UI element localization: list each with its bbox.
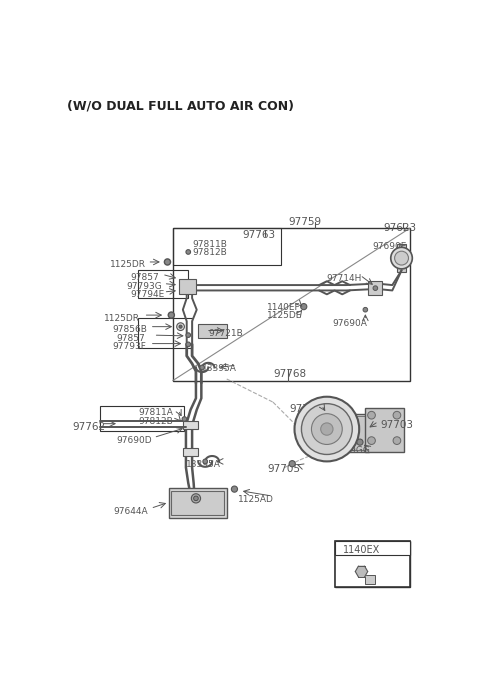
Polygon shape bbox=[359, 566, 365, 572]
Circle shape bbox=[300, 303, 307, 310]
Text: 97794E: 97794E bbox=[131, 290, 165, 299]
Text: 97690D: 97690D bbox=[117, 436, 152, 445]
Bar bbox=[138, 318, 192, 348]
Text: 97812B: 97812B bbox=[138, 417, 173, 426]
Text: 97701: 97701 bbox=[289, 404, 322, 413]
Polygon shape bbox=[361, 566, 368, 572]
Text: (W/O DUAL FULL AUTO AIR CON): (W/O DUAL FULL AUTO AIR CON) bbox=[67, 100, 294, 113]
Bar bbox=[173, 228, 410, 380]
Text: 1140EF: 1140EF bbox=[267, 303, 300, 312]
Circle shape bbox=[391, 248, 412, 269]
Circle shape bbox=[393, 437, 401, 444]
Bar bbox=[338, 413, 369, 452]
Bar bbox=[365, 407, 404, 452]
Circle shape bbox=[179, 325, 182, 328]
Text: 97812B: 97812B bbox=[192, 248, 227, 257]
Bar bbox=[171, 491, 225, 515]
Bar bbox=[183, 449, 198, 456]
Bar bbox=[198, 324, 227, 338]
Text: 97690E: 97690E bbox=[372, 242, 407, 251]
Text: 97690A: 97690A bbox=[332, 319, 367, 328]
Circle shape bbox=[203, 459, 207, 464]
Circle shape bbox=[289, 461, 295, 466]
Text: 1125DR: 1125DR bbox=[104, 314, 140, 323]
Circle shape bbox=[368, 437, 375, 444]
Circle shape bbox=[357, 439, 363, 445]
Circle shape bbox=[312, 413, 342, 444]
Text: 97759: 97759 bbox=[288, 217, 322, 226]
Circle shape bbox=[192, 494, 201, 503]
Text: 1140EX: 1140EX bbox=[343, 546, 380, 555]
Circle shape bbox=[363, 308, 368, 312]
Bar bbox=[397, 268, 406, 272]
Circle shape bbox=[393, 411, 401, 419]
Text: 97721B: 97721B bbox=[208, 329, 243, 338]
Bar bbox=[335, 541, 410, 587]
Bar bbox=[335, 541, 410, 555]
Circle shape bbox=[193, 496, 198, 501]
Text: 97811B: 97811B bbox=[192, 239, 227, 248]
Text: 97811A: 97811A bbox=[138, 408, 173, 417]
Bar bbox=[183, 421, 198, 429]
Text: 97703: 97703 bbox=[381, 420, 414, 430]
Text: 1125DR: 1125DR bbox=[110, 261, 146, 270]
Text: 97762: 97762 bbox=[72, 422, 105, 432]
Text: 97714H: 97714H bbox=[326, 274, 361, 283]
Text: 97857: 97857 bbox=[131, 272, 159, 282]
Bar bbox=[368, 281, 382, 295]
Bar bbox=[173, 228, 281, 265]
Text: 97793G: 97793G bbox=[126, 282, 162, 291]
Circle shape bbox=[164, 259, 170, 265]
Text: 97705: 97705 bbox=[267, 464, 300, 475]
Text: 97856B: 97856B bbox=[113, 325, 148, 334]
Circle shape bbox=[182, 417, 187, 421]
Circle shape bbox=[368, 411, 375, 419]
Polygon shape bbox=[355, 572, 361, 577]
Text: 97768: 97768 bbox=[274, 369, 307, 379]
Polygon shape bbox=[361, 572, 368, 577]
Circle shape bbox=[186, 250, 191, 255]
Bar bbox=[169, 488, 227, 517]
Polygon shape bbox=[355, 566, 361, 572]
Text: 97763: 97763 bbox=[242, 230, 275, 239]
Bar bbox=[138, 270, 188, 298]
Bar bbox=[100, 406, 184, 431]
Text: 97623: 97623 bbox=[384, 223, 417, 233]
Text: 1129GG: 1129GG bbox=[334, 446, 371, 455]
Circle shape bbox=[301, 404, 352, 455]
Text: 1125DE: 1125DE bbox=[267, 311, 302, 320]
Circle shape bbox=[200, 365, 204, 369]
Circle shape bbox=[321, 423, 333, 436]
Bar bbox=[335, 541, 410, 555]
Text: 13395A: 13395A bbox=[186, 460, 221, 469]
Bar bbox=[365, 575, 375, 584]
Circle shape bbox=[177, 323, 184, 330]
Bar bbox=[397, 244, 406, 249]
Circle shape bbox=[231, 486, 238, 492]
Text: 97644A: 97644A bbox=[114, 507, 148, 516]
Text: 13395A: 13395A bbox=[202, 364, 237, 373]
Bar bbox=[340, 416, 368, 450]
Text: 1125AD: 1125AD bbox=[238, 495, 274, 504]
Bar bbox=[179, 279, 196, 294]
Circle shape bbox=[295, 397, 359, 462]
Circle shape bbox=[373, 286, 378, 290]
Circle shape bbox=[168, 312, 174, 318]
Bar bbox=[335, 541, 410, 587]
Text: 97857: 97857 bbox=[117, 334, 145, 343]
Polygon shape bbox=[359, 572, 365, 577]
Circle shape bbox=[395, 251, 408, 265]
Circle shape bbox=[186, 333, 191, 337]
Text: 97793F: 97793F bbox=[113, 342, 147, 351]
Circle shape bbox=[186, 342, 191, 347]
